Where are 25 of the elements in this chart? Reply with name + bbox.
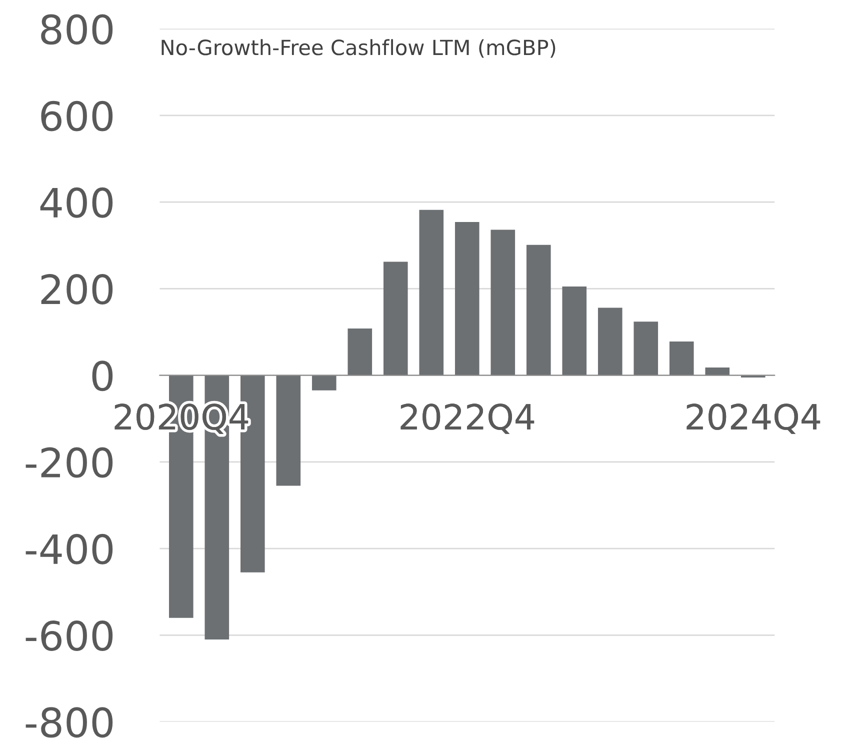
chart-title: No-Growth-Free Cashflow LTM (mGBP) <box>162 39 556 58</box>
x-tick-label: 2022Q4 <box>400 404 534 434</box>
bar <box>490 230 516 376</box>
bar <box>562 286 587 376</box>
y-tick-label: 800 <box>41 14 113 45</box>
bar <box>276 375 301 486</box>
bar <box>419 210 444 376</box>
y-tick-label: -400 <box>26 534 113 564</box>
bar <box>705 367 730 376</box>
bar <box>669 341 694 376</box>
bar <box>598 308 622 376</box>
y-tick-label: 600 <box>41 100 113 132</box>
y-tick-label: 0 <box>92 360 113 392</box>
bar <box>634 322 658 376</box>
y-tick-label: 200 <box>41 274 113 305</box>
x-tick-label: 2024Q4 <box>686 404 820 434</box>
bar <box>383 262 408 376</box>
bar <box>526 244 551 376</box>
y-tick-label: -800 <box>26 707 113 738</box>
bar <box>312 375 336 390</box>
y-tick-label: 400 <box>40 187 113 218</box>
bar <box>348 328 372 376</box>
y-tick-label: -200 <box>26 447 113 478</box>
bar <box>454 222 480 376</box>
y-tick-label: -600 <box>26 620 113 652</box>
